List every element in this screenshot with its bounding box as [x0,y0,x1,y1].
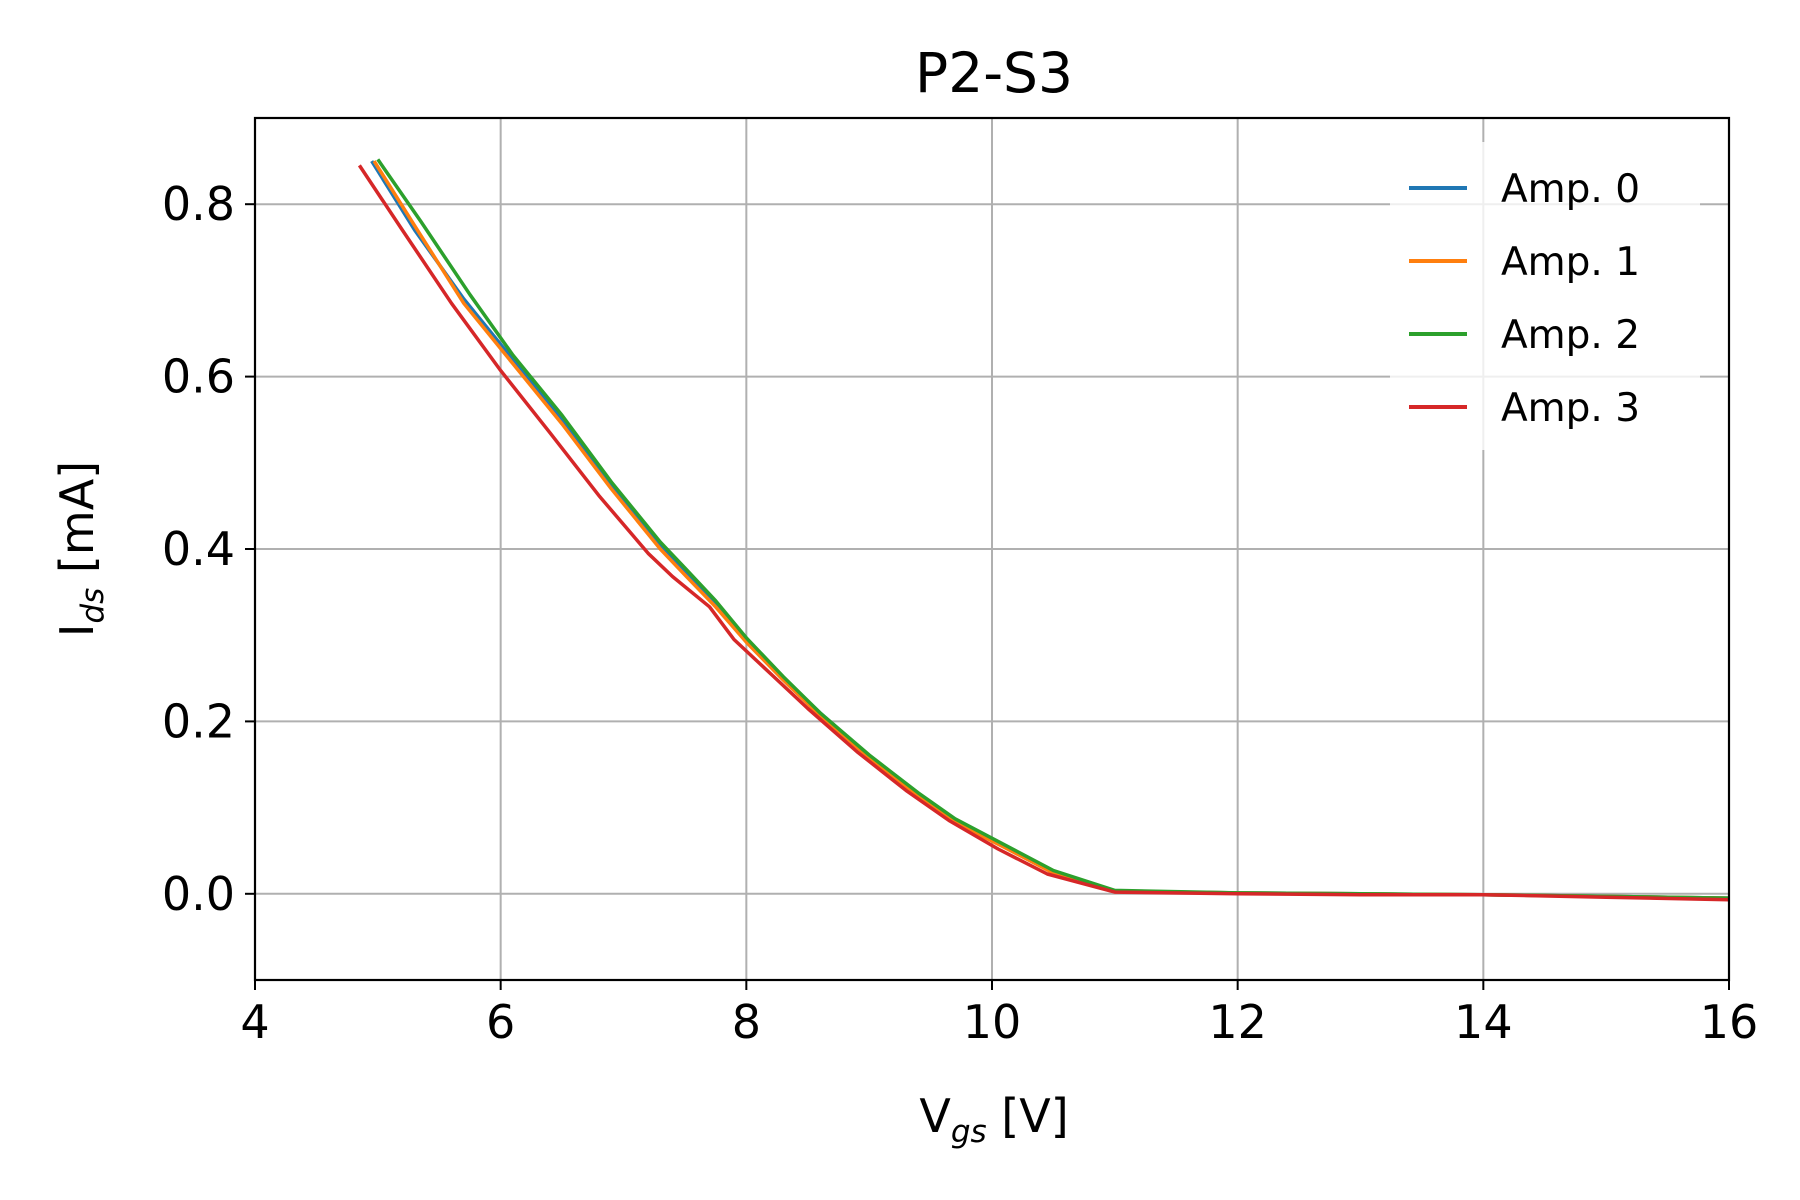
x-tick-label: 10 [963,995,1022,1049]
x-tick-label: 16 [1700,995,1759,1049]
plot-series [357,158,1730,902]
x-axis-title: Vgs [V] [919,1089,1068,1150]
y-axis-title: Ids [mA] [50,461,111,637]
legend-box [1390,142,1700,450]
x-tick-label: 6 [486,995,515,1049]
x-tick-label: 8 [732,995,761,1049]
legend: Amp. 0 Amp. 1 Amp. 2 Amp. 3 [1390,142,1700,450]
axis-ticks: 4 6 8 10 12 14 16 0.0 0.2 0.4 0.6 0.8 [162,177,1758,1049]
x-tick-label: 12 [1208,995,1267,1049]
legend-label-amp-3: Amp. 3 [1501,386,1640,431]
y-tick-label: 0.6 [162,350,235,404]
legend-label-amp-0: Amp. 0 [1501,167,1640,212]
legend-label-amp-1: Amp. 1 [1501,240,1640,285]
x-axis-title-sub: gs [951,1114,987,1150]
y-tick-label: 0.2 [162,694,235,748]
y-axis-title-unit: [mA] [50,461,104,588]
chart-title: P2-S3 [915,41,1073,105]
x-tick-label: 14 [1454,995,1513,1049]
x-axis-title-main: V [919,1089,951,1143]
x-tick-label: 4 [240,995,269,1049]
y-tick-label: 0.8 [162,177,235,231]
y-axis-title-sub: ds [75,588,111,624]
y-tick-label: 0.4 [162,522,235,576]
x-axis-title-unit: [V] [987,1089,1069,1143]
y-axis-title-main: I [50,624,104,638]
y-tick-label: 0.0 [162,867,235,921]
series-line-amp-3 [357,164,1730,902]
legend-label-amp-2: Amp. 2 [1501,313,1640,358]
